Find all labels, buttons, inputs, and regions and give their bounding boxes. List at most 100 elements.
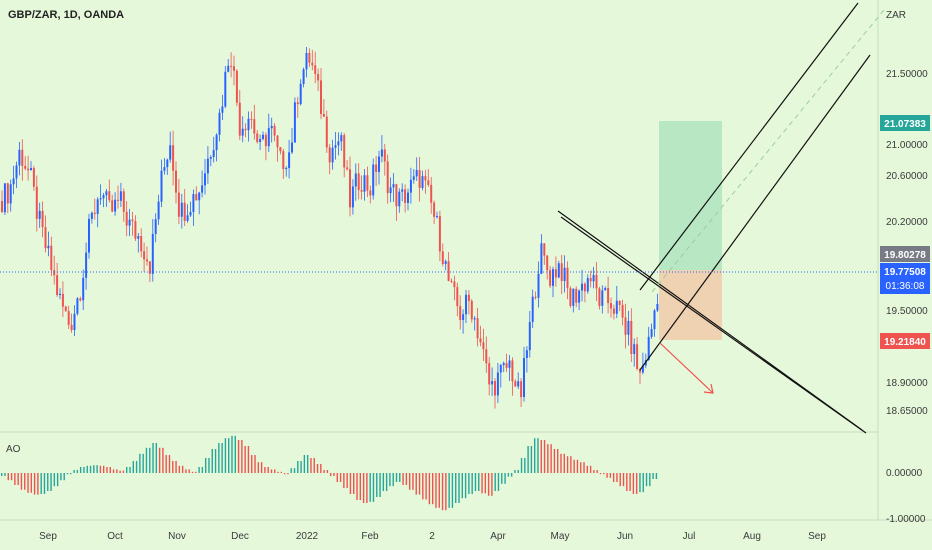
ao-bar — [228, 438, 230, 473]
ao-bar — [218, 443, 220, 473]
candle-body — [288, 152, 291, 168]
candle-body — [499, 365, 502, 373]
ao-bar — [27, 473, 29, 493]
candle-body — [186, 215, 189, 221]
ao-bar — [247, 446, 250, 473]
ao-bar — [445, 473, 447, 511]
ao-bar — [14, 473, 16, 485]
ao-bar — [93, 465, 95, 473]
ao-bar — [369, 473, 371, 502]
ao-bar — [547, 444, 549, 473]
candle-body — [380, 149, 383, 157]
x-tick-label: Nov — [168, 531, 186, 542]
candle-body — [554, 269, 557, 278]
candle-body — [18, 149, 21, 166]
ao-bar — [224, 438, 227, 473]
candle-body — [119, 191, 122, 201]
ao-bar — [507, 473, 510, 477]
candle-body — [331, 147, 334, 163]
ao-bar — [589, 465, 592, 473]
x-tick-label: Jun — [617, 531, 633, 542]
ao-bar — [211, 449, 213, 473]
ao-bar — [4, 473, 6, 476]
currency-label: ZAR — [886, 10, 906, 21]
candle-body — [430, 184, 433, 203]
ao-bar — [214, 449, 217, 473]
ao-bar — [359, 473, 362, 500]
candle-body — [322, 114, 325, 117]
candle-body — [82, 277, 85, 301]
candle-body — [438, 216, 441, 252]
candle-body — [125, 211, 128, 226]
ao-bar — [139, 453, 141, 473]
candle-body — [537, 273, 540, 298]
ao-bar — [1, 473, 3, 476]
candle-body — [328, 147, 331, 163]
channel-midline[interactable] — [651, 9, 885, 293]
ao-bar — [402, 473, 404, 485]
candle-body — [525, 350, 528, 358]
ao-bar — [428, 473, 431, 505]
ao-histogram — [1, 435, 658, 511]
ao-bar — [293, 468, 296, 473]
candle-body — [610, 303, 612, 309]
ao-bar — [290, 468, 292, 473]
ao-bar — [533, 438, 536, 473]
candle-body — [282, 151, 285, 170]
ao-bar — [540, 440, 542, 473]
candle-body — [157, 201, 160, 220]
candle-body — [32, 168, 35, 187]
trendline[interactable] — [639, 2, 859, 291]
ao-bar — [510, 473, 513, 477]
candle-body — [24, 165, 27, 169]
ao-bar — [557, 449, 559, 473]
candle-body — [575, 288, 578, 303]
ao-bar — [172, 461, 174, 473]
trendline[interactable] — [557, 210, 863, 431]
ao-bar — [320, 464, 322, 473]
loss-zone[interactable] — [659, 270, 722, 340]
candle-body — [656, 303, 659, 311]
ao-bar — [639, 473, 641, 493]
ao-bar — [395, 473, 398, 482]
candle-body — [230, 65, 233, 67]
ao-bar — [405, 473, 408, 485]
candle-body — [183, 202, 186, 221]
candle-body — [169, 145, 172, 160]
projection-arrow-head — [703, 383, 714, 394]
trendline[interactable] — [560, 216, 867, 434]
candle-body — [546, 255, 549, 271]
candle-body — [450, 280, 453, 282]
candle-body — [204, 173, 206, 186]
ao-bar — [573, 459, 575, 473]
countdown-label: 01:36:08 — [886, 281, 925, 292]
candle-body — [470, 301, 473, 320]
ao-bar — [185, 469, 187, 473]
ao-bar — [330, 473, 332, 476]
candle-body — [163, 167, 166, 171]
ao-bar — [79, 467, 82, 473]
ao-bar — [392, 473, 394, 487]
candle-body — [615, 300, 618, 314]
candle-body — [459, 306, 462, 321]
ao-bar — [333, 473, 335, 476]
candle-body — [151, 233, 154, 274]
ao-bar — [418, 473, 421, 495]
candle-body — [549, 270, 552, 286]
candle-body — [305, 52, 308, 70]
candle-body — [6, 183, 9, 204]
ao-bar — [221, 443, 223, 473]
candle-body — [131, 219, 134, 221]
ao-bar — [362, 473, 365, 503]
profit-zone[interactable] — [659, 121, 722, 270]
projection-arrow-line[interactable] — [659, 342, 714, 394]
ao-bar — [188, 469, 190, 473]
candle-body — [598, 288, 601, 306]
candle-body — [386, 161, 389, 194]
trendline[interactable] — [639, 54, 871, 371]
candle-body — [357, 173, 360, 191]
ao-bar — [162, 447, 164, 473]
trendlines[interactable] — [557, 2, 871, 434]
